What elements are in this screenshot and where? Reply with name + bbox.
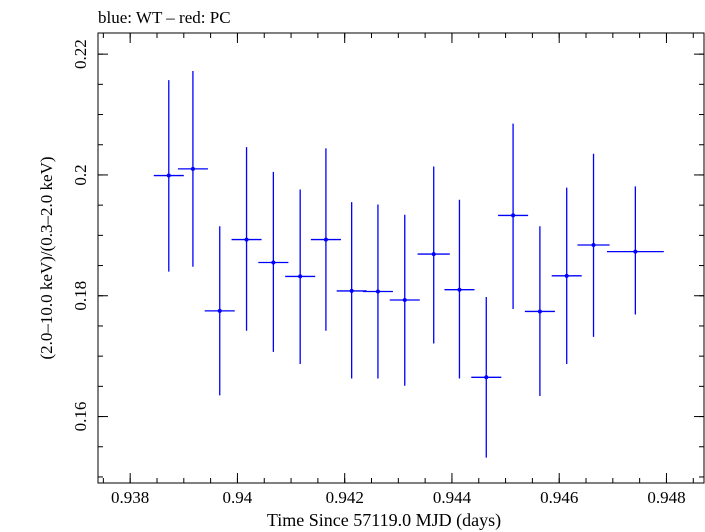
chart-title: blue: WT – red: PC	[98, 8, 231, 27]
data-point	[389, 214, 420, 386]
data-point	[498, 123, 529, 310]
point-marker	[537, 309, 542, 314]
point-marker	[633, 249, 638, 254]
data-point	[285, 189, 316, 365]
point-marker	[271, 260, 276, 265]
y-tick-label: 0.18	[71, 281, 90, 311]
x-axis-label: Time Since 57119.0 MJD (days)	[267, 510, 501, 531]
data-point	[153, 80, 184, 272]
point-marker	[402, 297, 407, 302]
x-tick-label: 0.94	[223, 488, 253, 507]
data-point	[606, 186, 664, 315]
point-marker	[564, 273, 569, 278]
data-point	[417, 166, 450, 344]
data-point	[471, 296, 502, 458]
plot-frame	[97, 32, 705, 484]
data-point	[551, 187, 582, 365]
point-marker	[244, 237, 249, 242]
data-point	[362, 204, 393, 379]
point-marker	[323, 237, 328, 242]
data-point	[310, 148, 341, 331]
point-marker	[298, 274, 303, 279]
x-tick-label: 0.938	[111, 488, 149, 507]
point-marker	[511, 213, 516, 218]
point-marker	[375, 289, 380, 294]
y-tick-label: 0.16	[71, 402, 90, 432]
x-tick-label: 0.942	[326, 488, 364, 507]
data-point	[231, 147, 262, 331]
y-tick-label: 0.2	[71, 164, 90, 185]
data-series	[153, 71, 664, 458]
data-point	[204, 226, 235, 396]
point-marker	[457, 287, 462, 292]
data-point	[336, 202, 367, 379]
data-point	[577, 153, 610, 337]
y-tick-label: 0.22	[71, 39, 90, 69]
x-tick-label: 0.944	[433, 488, 472, 507]
point-marker	[190, 166, 195, 171]
point-marker	[431, 252, 436, 257]
data-point	[524, 226, 555, 397]
data-point	[258, 171, 289, 352]
point-marker	[349, 288, 354, 293]
data-point	[177, 71, 208, 267]
point-marker	[591, 243, 596, 248]
point-marker	[484, 375, 489, 380]
x-tick-label: 0.946	[540, 488, 578, 507]
point-marker	[166, 173, 171, 178]
y-axis-label: (2.0–10.0 keV)/(0.3–2.0 keV)	[37, 156, 56, 359]
axis-ticks: 0.938 0.94 0.942 0.944 0.946 0.948 0.16 0.18 0.2…	[71, 33, 704, 507]
point-marker	[217, 308, 222, 313]
data-point	[444, 199, 475, 379]
x-tick-label: 0.948	[647, 488, 685, 507]
